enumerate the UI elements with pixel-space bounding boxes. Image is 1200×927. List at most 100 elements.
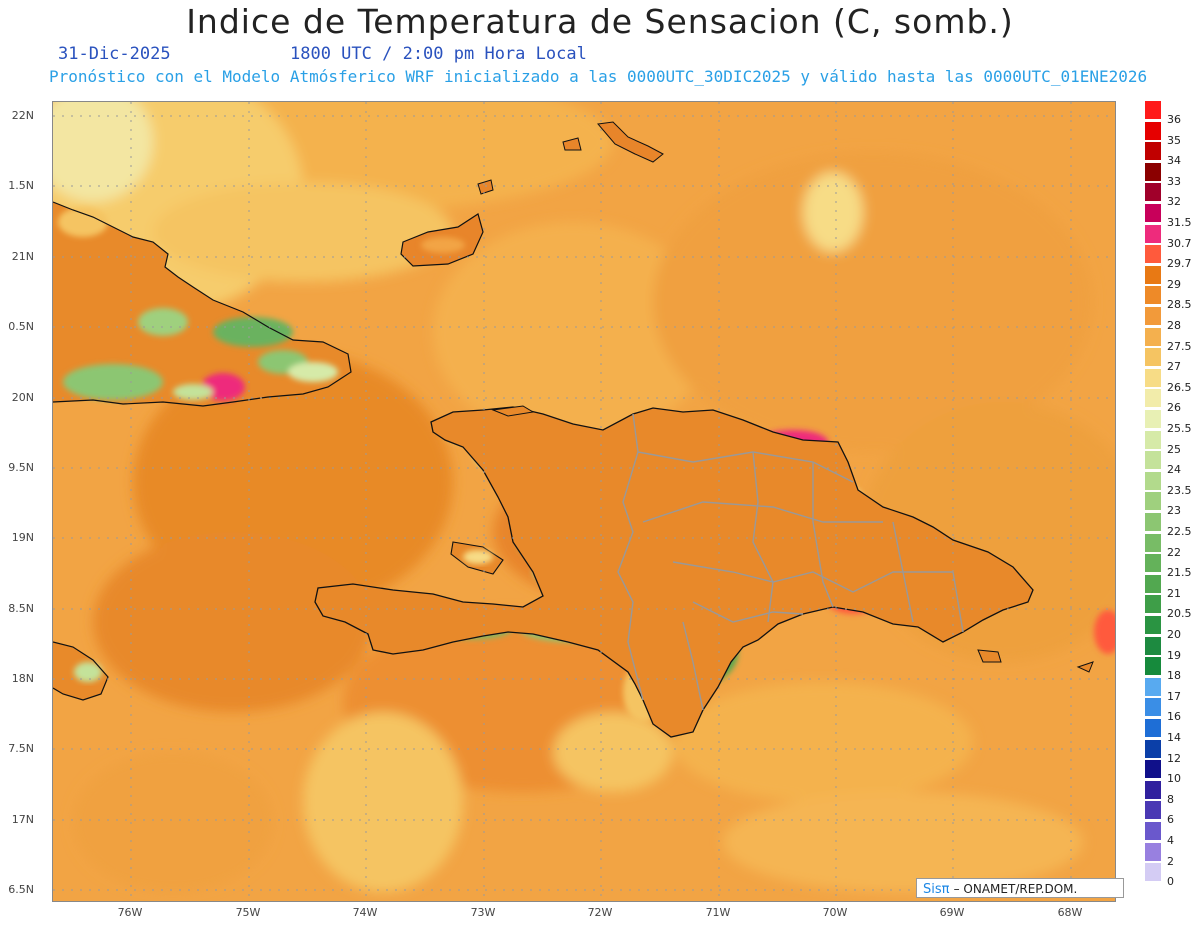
- legend-swatch: [1145, 492, 1161, 512]
- legend-swatch: [1145, 822, 1161, 841]
- legend-label: 28.5: [1167, 298, 1192, 312]
- lon-label-73w: 73W: [470, 906, 496, 919]
- legend-swatch: [1145, 451, 1161, 471]
- legend-label: 8: [1167, 792, 1174, 806]
- legend-swatch: [1145, 204, 1161, 223]
- legend-label: 23: [1167, 504, 1181, 518]
- legend-swatch: [1145, 245, 1161, 265]
- credit-logo: Sisπ: [923, 882, 950, 897]
- lon-label-72w: 72W: [587, 906, 613, 919]
- legend-label: 4: [1167, 834, 1174, 847]
- legend-label: 18: [1167, 669, 1181, 683]
- forecast-time: 1800 UTC / 2:00 pm Hora Local: [290, 44, 587, 64]
- legend-label: 20: [1167, 628, 1181, 641]
- legend-swatch: [1145, 142, 1161, 162]
- lat-label-18n: 18N: [11, 672, 34, 685]
- credit-box: Sisπ – ONAMET/REP.DOM.: [916, 878, 1124, 898]
- legend-label: 33: [1167, 174, 1181, 188]
- legend-label: 16: [1167, 710, 1181, 724]
- lon-label-71w: 71W: [705, 906, 731, 919]
- legend-swatch: [1145, 719, 1161, 738]
- lat-label-20n: 20N: [11, 391, 34, 404]
- lon-label-76w: 76W: [117, 906, 143, 919]
- lat-label-20-5n: 0.5N: [8, 320, 34, 333]
- legend-swatch: [1145, 430, 1161, 450]
- legend-label: 19: [1167, 648, 1181, 662]
- legend-swatch: [1145, 348, 1161, 368]
- legend-label: 24: [1167, 463, 1181, 477]
- legend-label: 23.5: [1167, 483, 1192, 497]
- legend-label: 12: [1167, 751, 1181, 765]
- legend-label: 10: [1167, 772, 1181, 786]
- lat-label-19-5n: 9.5N: [8, 461, 34, 474]
- lon-label-74w: 74W: [352, 906, 378, 919]
- legend-label: 30.7: [1167, 236, 1192, 250]
- great-inagua-landmass: [400, 121, 664, 267]
- map-canvas[interactable]: [53, 102, 1115, 901]
- legend-swatch: [1145, 513, 1161, 532]
- hispaniola-landmass: [314, 405, 1034, 738]
- legend-label: 14: [1167, 731, 1181, 744]
- legend-label: 26.5: [1167, 380, 1192, 394]
- legend-label: 6: [1167, 813, 1174, 827]
- map-panel[interactable]: [52, 101, 1116, 902]
- lat-label-21n: 21N: [11, 250, 34, 263]
- legend-label: 31.5: [1167, 216, 1192, 229]
- legend-swatch: [1145, 657, 1161, 677]
- legend-swatch: [1145, 801, 1161, 821]
- legend-swatch: [1145, 780, 1161, 800]
- legend-label: 27: [1167, 360, 1181, 374]
- legend-swatch: [1145, 224, 1161, 244]
- legend-label: 26: [1167, 401, 1181, 415]
- legend-label: 20.5: [1167, 607, 1192, 621]
- legend-swatch: [1145, 616, 1161, 635]
- lat-label-16-5n: 6.5N: [8, 883, 34, 896]
- legend-label: 17: [1167, 689, 1181, 703]
- model-info: Pronóstico con el Modelo Atmósferico WRF…: [49, 67, 1148, 86]
- legend-label: 35: [1167, 133, 1181, 147]
- legend-label: 22: [1167, 545, 1181, 559]
- legend-swatch: [1145, 677, 1161, 697]
- chart-title: Indice de Temperatura de Sensacion (C, s…: [186, 2, 1014, 41]
- legend-label: 29: [1167, 277, 1181, 291]
- jamaica-landmass: [53, 641, 109, 701]
- legend-swatch: [1145, 410, 1161, 429]
- lon-label-68w: 68W: [1057, 906, 1083, 919]
- legend-label: 22.5: [1167, 525, 1192, 538]
- legend-swatch: [1145, 863, 1161, 883]
- lat-label-19n: 19N: [11, 531, 34, 544]
- legend-swatch: [1145, 574, 1161, 594]
- legend-swatch: [1145, 327, 1161, 347]
- forecast-date: 31-Dic-2025: [58, 44, 171, 64]
- lat-label-21-5n: 1.5N: [8, 179, 34, 192]
- legend-label: 36: [1167, 113, 1181, 126]
- mona-island: [1076, 661, 1094, 673]
- legend-swatch: [1145, 101, 1161, 120]
- legend-swatch: [1145, 471, 1161, 491]
- legend-swatch: [1145, 162, 1161, 182]
- cuba-landmass: [53, 201, 352, 407]
- legend-swatch: [1145, 389, 1161, 409]
- legend-swatch: [1145, 307, 1161, 326]
- lat-label-22n: 22N: [11, 109, 34, 122]
- legend-label: 0: [1167, 875, 1174, 889]
- map-grid: [53, 102, 1115, 901]
- legend-label: 27.5: [1167, 339, 1192, 353]
- legend-swatch: [1145, 739, 1161, 759]
- province-borders: [617, 413, 964, 711]
- legend-swatch: [1145, 121, 1161, 141]
- legend-label: 32: [1167, 195, 1181, 209]
- legend-label: 21: [1167, 586, 1181, 600]
- legend-label: 25.5: [1167, 422, 1192, 435]
- legend-label: 21.5: [1167, 566, 1192, 580]
- legend-label: 34: [1167, 154, 1181, 168]
- legend-label: 29.7: [1167, 257, 1192, 271]
- legend-swatch: [1145, 286, 1161, 306]
- legend-swatch: [1145, 265, 1161, 285]
- ocean-variations: [53, 102, 1115, 892]
- lat-label-18-5n: 8.5N: [8, 602, 34, 615]
- lat-label-17-5n: 7.5N: [8, 742, 34, 755]
- legend-swatch: [1145, 183, 1161, 203]
- lat-label-17n: 17N: [11, 813, 34, 826]
- lon-label-69w: 69W: [939, 906, 965, 919]
